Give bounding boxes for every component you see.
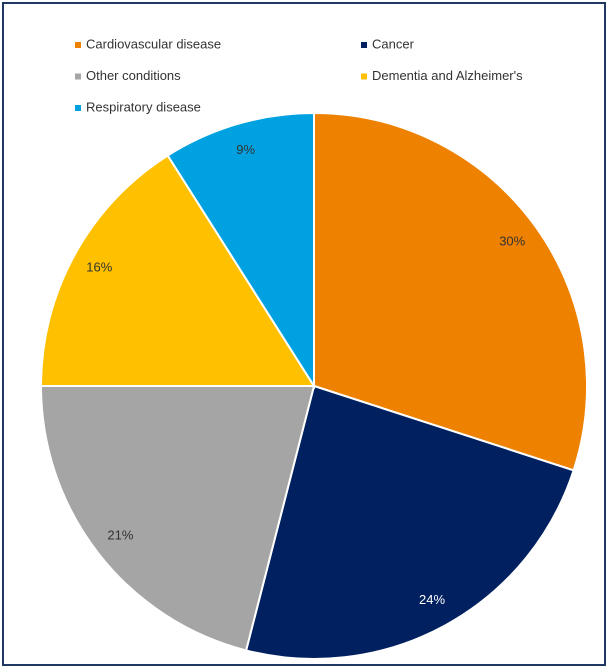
legend-swatch <box>75 105 81 111</box>
pie-slice <box>166 111 315 390</box>
legend-swatch <box>361 42 367 48</box>
pie-slice <box>244 384 575 660</box>
pie-slice <box>39 154 316 387</box>
data-label: 21% <box>107 528 133 543</box>
data-label: 9% <box>236 142 255 157</box>
legend-swatch <box>75 73 81 80</box>
legend-label: Respiratory disease <box>86 99 201 114</box>
data-label: 24% <box>419 592 445 607</box>
legend-label: Cancer <box>372 36 415 51</box>
data-label: 30% <box>499 233 525 248</box>
legend-label: Dementia and Alzheimer's <box>372 68 523 83</box>
pie-slice <box>313 111 588 472</box>
pie-slice <box>39 385 316 652</box>
legend-label: Cardiovascular disease <box>86 36 221 51</box>
legend-swatch <box>75 42 81 48</box>
data-label: 16% <box>86 259 112 274</box>
legend-swatch <box>361 73 367 80</box>
legend-label: Other conditions <box>86 68 181 83</box>
